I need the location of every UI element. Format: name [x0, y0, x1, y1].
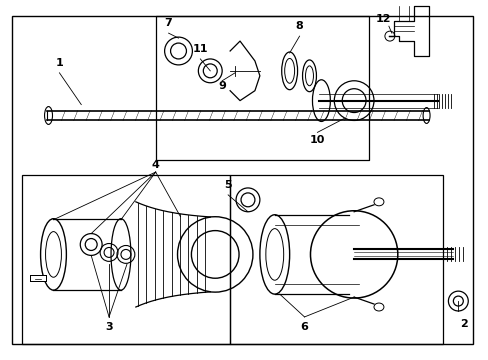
- Text: 5: 5: [224, 180, 231, 190]
- Text: 7: 7: [164, 18, 172, 28]
- Bar: [21, 175, 230, 344]
- Text: 11: 11: [192, 44, 208, 54]
- Text: 8: 8: [295, 21, 303, 31]
- Text: 10: 10: [309, 135, 325, 145]
- Text: 6: 6: [300, 322, 308, 332]
- Text: 3: 3: [105, 322, 113, 332]
- Text: 1: 1: [56, 58, 63, 68]
- Text: 4: 4: [151, 160, 159, 170]
- Text: 12: 12: [375, 14, 391, 24]
- Bar: [230, 175, 443, 344]
- Bar: [30, 275, 45, 281]
- Text: 9: 9: [218, 81, 225, 91]
- Text: 2: 2: [460, 319, 467, 329]
